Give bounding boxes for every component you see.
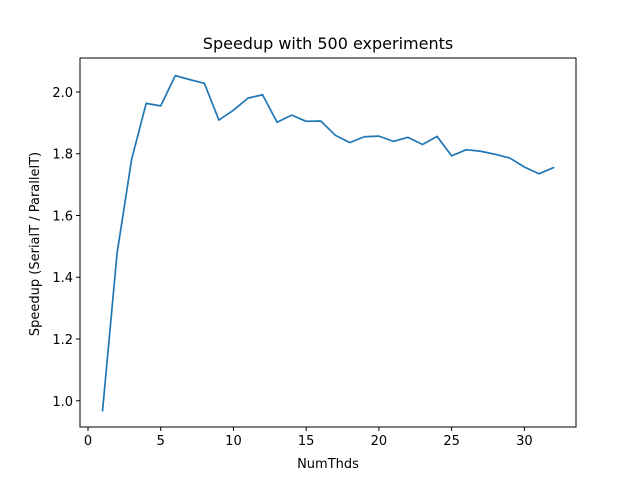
- x-axis-label: NumThds: [297, 457, 359, 472]
- y-axis-label: Speedup (SerialT / ParallelT): [28, 152, 43, 336]
- x-tick-label-20: 20: [371, 434, 388, 449]
- y-tick-label-1.6: 1.6: [52, 209, 73, 224]
- y-tick-label-1.4: 1.4: [52, 271, 73, 286]
- x-tick-label-10: 10: [225, 434, 242, 449]
- chart-title: Speedup with 500 experiments: [203, 34, 453, 53]
- y-tick-label-1.0: 1.0: [52, 395, 73, 410]
- x-tick-label-25: 25: [443, 434, 460, 449]
- plot-area: 0 5 10 15 20 25 30 1.0 1.2 1.4 1.6 1.8 2.0: [52, 57, 577, 449]
- y-tick-label-1.8: 1.8: [52, 148, 73, 163]
- y-tick-label-2.0: 2.0: [52, 86, 73, 101]
- series-line-0: [101, 74, 555, 412]
- y-tick-label-1.2: 1.2: [52, 333, 73, 348]
- x-tick-label-5: 5: [157, 434, 165, 449]
- x-tick-label-0: 0: [84, 434, 92, 449]
- x-tick-label-30: 30: [516, 434, 533, 449]
- x-tick-label-15: 15: [298, 434, 315, 449]
- plot-frame: [79, 57, 577, 428]
